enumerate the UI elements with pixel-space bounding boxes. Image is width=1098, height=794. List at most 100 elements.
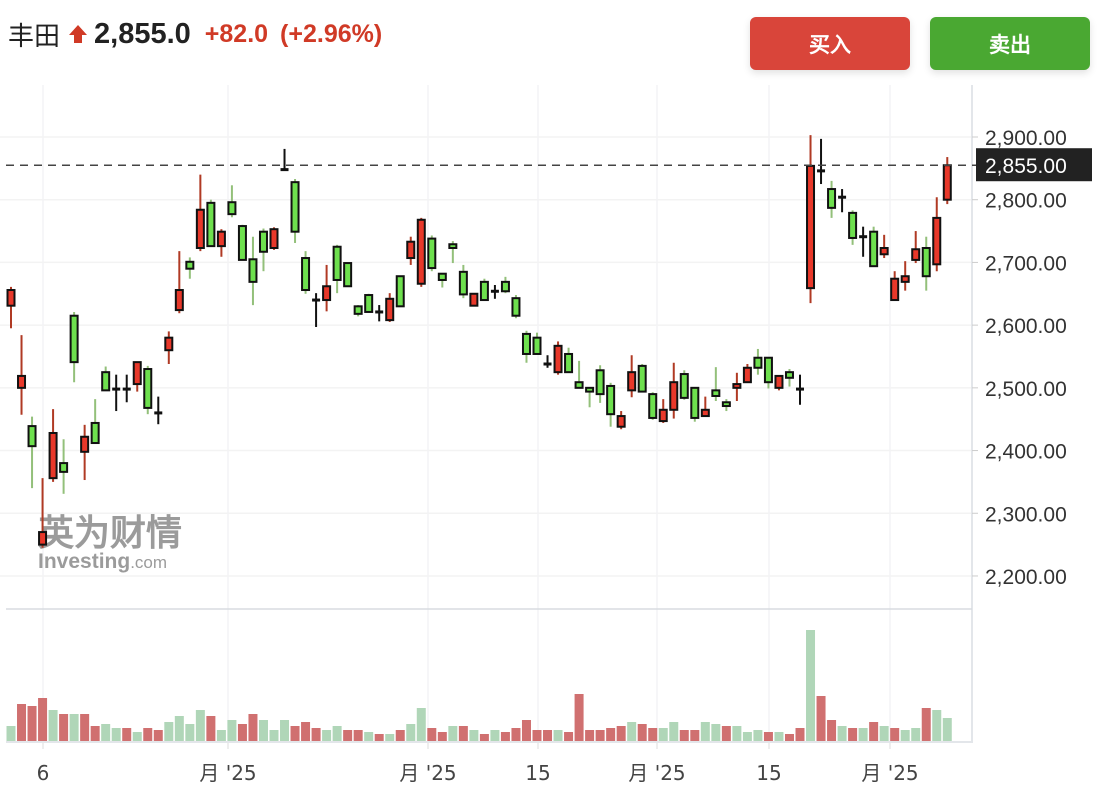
candle-body	[437, 272, 447, 281]
candle-doji	[859, 235, 868, 239]
volume-bar	[48, 710, 58, 741]
candle-body	[90, 421, 100, 445]
candle-body	[343, 262, 353, 288]
candle-body	[869, 230, 879, 268]
volume-bar	[627, 722, 637, 741]
volume-bar	[543, 730, 553, 741]
candle-doji	[838, 195, 847, 199]
candle-body	[6, 289, 16, 307]
volume-bar	[869, 722, 879, 741]
volume-bar	[437, 732, 447, 741]
volume-bar	[900, 730, 910, 741]
candle-doji	[796, 387, 804, 391]
volume-bar	[763, 732, 773, 741]
candle-body	[732, 383, 742, 389]
candle-body	[301, 257, 311, 292]
candle-body	[627, 371, 637, 392]
watermark: 英为财情 Investing.com	[38, 513, 182, 573]
volume-bar	[911, 728, 921, 741]
volume-bar	[595, 730, 605, 741]
candle-body	[332, 245, 342, 281]
volume-bar	[364, 732, 374, 741]
volume-bar	[774, 732, 784, 741]
volume-bar	[879, 726, 889, 741]
volume-bar	[679, 730, 689, 741]
volume-bar	[816, 696, 826, 741]
candle-body	[521, 332, 531, 355]
volume-bar	[574, 694, 584, 741]
volume-bar	[553, 730, 563, 741]
volume-bar	[143, 728, 153, 741]
volume-bar	[90, 726, 100, 741]
volume-bar	[921, 708, 931, 741]
candle-body	[237, 225, 247, 261]
volume-bar	[122, 728, 132, 741]
volume-bar	[427, 728, 437, 741]
volume-bar	[658, 728, 668, 741]
candle-body	[216, 230, 226, 248]
candle-body	[427, 237, 437, 270]
candle-body	[164, 336, 174, 352]
candle-body	[806, 164, 816, 290]
x-tick-label: 15	[525, 761, 550, 785]
candle-body	[227, 201, 237, 216]
x-tick-label: 月 '25	[199, 761, 256, 785]
candle-body	[448, 243, 458, 249]
candle-body	[669, 381, 679, 411]
candle-body	[195, 208, 205, 249]
volume-bar	[890, 728, 900, 741]
volume-bar	[648, 728, 658, 741]
volume-bar	[753, 730, 763, 741]
candle-body	[942, 164, 952, 201]
candle-body	[17, 374, 27, 389]
candle-body	[469, 292, 479, 307]
candle-body	[595, 369, 605, 396]
last-price: 2,855.0	[94, 17, 191, 50]
volume-bar	[732, 726, 742, 741]
candle-body	[290, 181, 300, 233]
watermark-cn: 英为财情	[38, 513, 182, 554]
volume-bar	[932, 710, 942, 741]
candle-body	[143, 368, 153, 409]
current-price-badge	[976, 148, 1092, 182]
candle-body	[742, 366, 752, 384]
candle-body	[500, 280, 510, 293]
candle-body	[364, 294, 374, 313]
y-tick-label: 2,700.00	[985, 252, 1067, 275]
candle-body	[700, 408, 710, 418]
candle-doji	[817, 169, 826, 173]
buy-button[interactable]: 买入	[750, 17, 910, 70]
candle-body	[911, 248, 921, 261]
volume-bar	[448, 726, 458, 741]
volume-bar	[280, 720, 290, 741]
current-price-label: 2,855.00	[985, 155, 1067, 178]
candle-body	[385, 297, 395, 322]
candle-body	[616, 415, 626, 428]
volume-bar	[322, 730, 332, 741]
volume-bar	[353, 730, 363, 741]
candle-body	[532, 336, 542, 355]
volume-bar	[301, 722, 311, 741]
volume-bar	[564, 732, 574, 741]
price-change-percent: (+2.96%)	[280, 19, 383, 48]
candle-body	[564, 352, 574, 374]
volume-bar	[795, 728, 805, 741]
sell-button[interactable]: 卖出	[930, 17, 1090, 70]
volume-bars	[6, 630, 952, 741]
volume-bar	[17, 704, 27, 741]
volume-bar	[606, 728, 616, 741]
candle-body	[258, 230, 268, 253]
volume-bar	[416, 708, 426, 741]
candle-body	[679, 373, 689, 399]
volume-bar	[69, 714, 79, 741]
candle-body	[827, 188, 837, 209]
y-tick-label: 2,300.00	[985, 503, 1067, 526]
volume-bar	[153, 730, 163, 741]
candle-body	[174, 289, 184, 312]
volume-bar	[206, 716, 216, 741]
candle-body	[38, 531, 48, 546]
candle-body	[479, 280, 489, 302]
volume-bar	[827, 720, 837, 741]
volume-bar	[806, 630, 816, 741]
